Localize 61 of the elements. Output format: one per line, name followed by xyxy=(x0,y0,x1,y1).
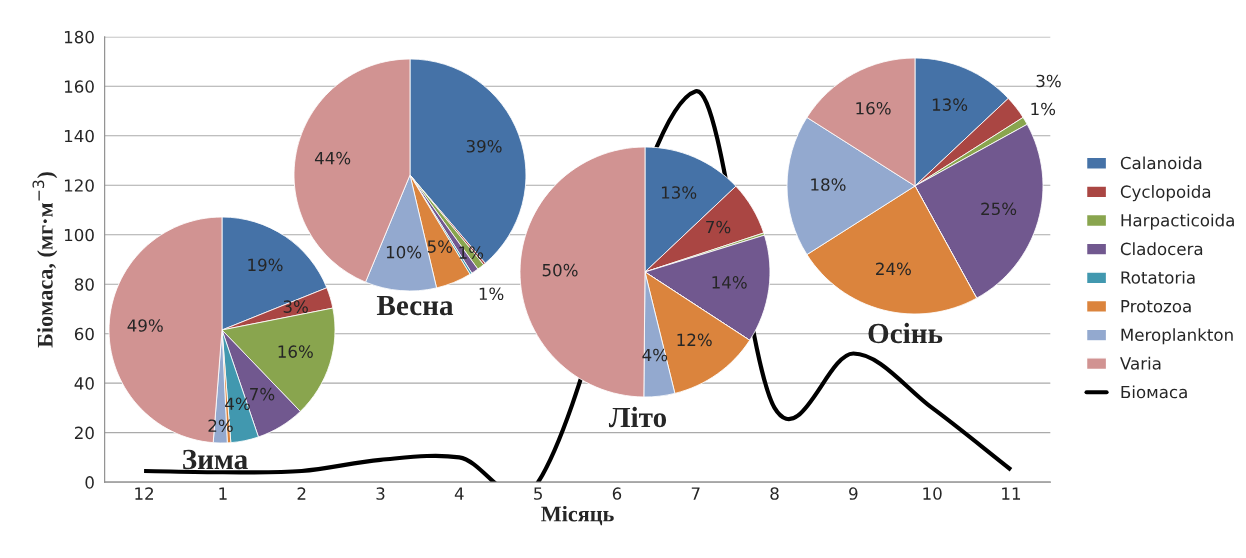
y-tick-label: 80 xyxy=(74,278,94,291)
x-tick-label: 10 xyxy=(923,487,942,500)
data-label: 25% xyxy=(981,202,1017,216)
x-tick-label: 6 xyxy=(612,487,622,500)
data-label: 5% xyxy=(427,240,453,253)
legend-label: Біомаса xyxy=(1121,385,1187,399)
data-label: 3% xyxy=(1036,74,1061,88)
data-label: 1% xyxy=(1031,102,1056,116)
legend-label: Cyclopoida xyxy=(1120,185,1211,202)
text: Весна xyxy=(376,295,454,316)
y-tick-label: 100 xyxy=(64,228,94,242)
data-label: 1% xyxy=(479,287,504,301)
data-label: 50% xyxy=(542,263,578,277)
data-label: 10% xyxy=(386,245,422,259)
y-tick-label: 20 xyxy=(74,426,94,440)
y-tick-label: 40 xyxy=(74,377,94,390)
data-label: 16% xyxy=(278,345,313,358)
data-label: 4% xyxy=(642,348,668,362)
data-label: 12% xyxy=(677,333,712,347)
text: Зима xyxy=(183,449,248,470)
data-label: 49% xyxy=(127,319,163,332)
legend-label: Protozoa xyxy=(1121,300,1191,313)
x-tick-label: 1 xyxy=(219,487,227,500)
data-label: 13% xyxy=(661,186,697,199)
y-tick-label: 180 xyxy=(64,30,94,44)
x-tick-label: 7 xyxy=(691,487,700,500)
y-tick-label: 160 xyxy=(64,80,94,93)
data-label: 14% xyxy=(712,276,747,289)
legend-label: Varia xyxy=(1120,356,1161,370)
x-tick-label: 12 xyxy=(135,487,153,500)
x-tick-label: 5 xyxy=(534,487,542,500)
legend-label: Rotatoria xyxy=(1121,270,1195,284)
x-tick-label: 8 xyxy=(770,487,779,500)
x-tick-label: 9 xyxy=(849,487,858,500)
x-axis-title: Місяць xyxy=(541,505,614,526)
data-label: 1% xyxy=(459,246,484,259)
x-tick-label: 3 xyxy=(376,487,385,500)
data-label: 19% xyxy=(248,258,283,272)
data-label: 44% xyxy=(314,151,351,165)
legend-label: Calanoida xyxy=(1120,156,1202,170)
data-label: 13% xyxy=(932,98,968,111)
y-tick-label: 60 xyxy=(74,327,94,341)
y-tick-label: 0 xyxy=(85,476,94,489)
x-tick-label: 11 xyxy=(1002,487,1021,500)
y-axis-title: Біомаса, (мг·м$^{−3}$) xyxy=(32,172,58,348)
data-label: 24% xyxy=(876,262,911,276)
text: Літо xyxy=(608,406,667,428)
data-label: 39% xyxy=(466,139,502,153)
data-label: 18% xyxy=(811,178,846,191)
data-label: 16% xyxy=(856,101,891,115)
legend-label: Meroplankton xyxy=(1121,328,1233,345)
x-tick-label: 2 xyxy=(297,487,306,500)
legend-label: Cladocera xyxy=(1120,242,1203,256)
y-tick-label: 120 xyxy=(64,179,94,192)
data-label: 3% xyxy=(283,300,308,313)
x-tick-label: 4 xyxy=(454,487,464,500)
data-label: 7% xyxy=(706,220,731,234)
y-tick-label: 140 xyxy=(64,129,94,143)
legend-label: Harpacticoida xyxy=(1121,213,1234,230)
data-label: 7% xyxy=(250,387,275,401)
text: Осінь xyxy=(868,322,943,344)
